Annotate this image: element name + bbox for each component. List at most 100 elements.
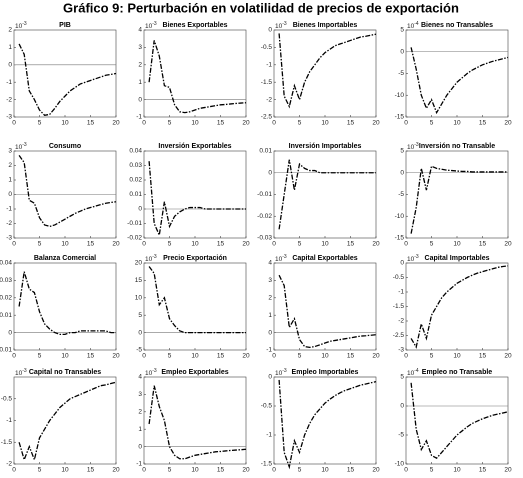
x-tick-label: 15 bbox=[479, 241, 487, 248]
y-tick-label: 5 bbox=[400, 374, 404, 381]
y-tick-label: -15 bbox=[395, 114, 405, 121]
plot-frame bbox=[405, 150, 509, 239]
y-tick-label: 0 bbox=[400, 48, 404, 55]
y-tick-label: -1.5 bbox=[261, 79, 273, 86]
x-tick-label: 15 bbox=[217, 353, 225, 360]
panel-title: Capital no Transables bbox=[29, 369, 101, 376]
scale-base: 10 bbox=[15, 23, 23, 30]
scale-label: 10-3 bbox=[275, 254, 287, 262]
x-tick-label: 10 bbox=[453, 241, 461, 248]
y-tick-label: 0.03 bbox=[0, 277, 12, 284]
y-tick-label: -1 bbox=[136, 114, 142, 121]
plot-frame bbox=[273, 376, 377, 465]
y-tick-label: -5 bbox=[398, 432, 404, 439]
x-tick-label: 20 bbox=[242, 120, 250, 127]
y-tick-label: -3 bbox=[6, 114, 12, 121]
x-tick-label: 20 bbox=[242, 353, 250, 360]
plot-frame bbox=[405, 376, 509, 465]
y-tick-label: -1 bbox=[6, 206, 12, 213]
x-tick-label: 10 bbox=[191, 353, 199, 360]
scale-exp: -3 bbox=[282, 21, 287, 27]
x-tick-label: 0 bbox=[272, 353, 276, 360]
scale-exp: -3 bbox=[152, 368, 157, 374]
y-tick-label: 0 bbox=[400, 260, 404, 267]
x-tick-label: 10 bbox=[61, 120, 69, 127]
scale-base: 10 bbox=[145, 256, 153, 263]
y-tick-label: -0.5 bbox=[393, 274, 405, 281]
y-tick-label: 2 bbox=[138, 62, 142, 69]
y-tick-label: 0 bbox=[268, 329, 272, 336]
y-tick-label: -10 bbox=[395, 92, 405, 99]
panel-title: Bienes no Transables bbox=[421, 22, 493, 29]
y-tick-label: 0 bbox=[400, 403, 404, 410]
x-tick-label: 15 bbox=[87, 241, 95, 248]
scale-base: 10 bbox=[145, 23, 153, 30]
y-tick-label: -10 bbox=[395, 461, 405, 468]
y-tick-label: 15 bbox=[135, 277, 143, 284]
x-tick-label: 10 bbox=[321, 241, 329, 248]
y-tick-label: 10 bbox=[135, 295, 143, 302]
x-tick-label: 5 bbox=[298, 241, 302, 248]
scale-exp: -3 bbox=[152, 21, 157, 27]
x-tick-label: 20 bbox=[504, 353, 512, 360]
x-tick-label: 0 bbox=[404, 241, 408, 248]
x-tick-label: 5 bbox=[168, 467, 172, 474]
x-tick-label: 15 bbox=[87, 120, 95, 127]
scale-exp: -3 bbox=[414, 142, 419, 148]
x-tick-label: 10 bbox=[61, 353, 69, 360]
y-tick-label: 5 bbox=[400, 27, 404, 34]
scale-label: 10-4 bbox=[407, 21, 419, 29]
x-tick-label: 20 bbox=[372, 467, 380, 474]
series-line bbox=[148, 385, 247, 460]
panel-title: Capital Exportables bbox=[292, 255, 357, 262]
scale-label: 10-3 bbox=[15, 368, 27, 376]
y-tick-label: 2 bbox=[8, 162, 12, 169]
y-tick-label: 4 bbox=[268, 260, 272, 267]
series-line bbox=[278, 33, 377, 109]
x-tick-label: 15 bbox=[479, 467, 487, 474]
x-tick-label: 10 bbox=[321, 467, 329, 474]
series-line bbox=[278, 159, 376, 230]
x-tick-label: 0 bbox=[12, 120, 16, 127]
x-tick-label: 5 bbox=[38, 467, 42, 474]
x-tick-label: 0 bbox=[404, 467, 408, 474]
y-tick-label: 0.04 bbox=[129, 148, 142, 155]
x-tick-label: 5 bbox=[430, 467, 434, 474]
scale-exp: -3 bbox=[282, 368, 287, 374]
x-tick-label: 5 bbox=[298, 120, 302, 127]
y-tick-label: 2 bbox=[138, 409, 142, 416]
x-tick-label: 5 bbox=[168, 353, 172, 360]
x-tick-label: 0 bbox=[142, 467, 146, 474]
series-line bbox=[18, 154, 117, 228]
x-tick-label: 20 bbox=[504, 120, 512, 127]
plot-frame bbox=[13, 29, 117, 118]
panel-title: Balanza Comercial bbox=[34, 255, 96, 262]
x-tick-label: 15 bbox=[479, 120, 487, 127]
x-tick-label: 5 bbox=[298, 353, 302, 360]
y-tick-label: 0 bbox=[268, 27, 272, 34]
x-tick-label: 0 bbox=[272, 241, 276, 248]
x-tick-label: 0 bbox=[142, 241, 146, 248]
y-tick-label: -0.01 bbox=[0, 347, 12, 354]
x-tick-label: 15 bbox=[347, 467, 355, 474]
y-tick-label: -0.02 bbox=[127, 235, 142, 242]
plot-frame bbox=[143, 150, 247, 239]
plot-frame bbox=[273, 150, 377, 239]
panel-title: Empleo no Transable bbox=[422, 369, 493, 376]
x-tick-label: 15 bbox=[217, 467, 225, 474]
plot-frame bbox=[13, 376, 117, 465]
y-tick-label: 1 bbox=[8, 44, 12, 51]
y-tick-label: -2 bbox=[6, 461, 12, 468]
scale-base: 10 bbox=[275, 256, 283, 263]
x-tick-label: 10 bbox=[191, 467, 199, 474]
plot-frame bbox=[405, 262, 509, 351]
y-tick-label: -3 bbox=[6, 235, 12, 242]
x-tick-label: 10 bbox=[453, 120, 461, 127]
scale-label: 10-3 bbox=[407, 254, 419, 262]
x-tick-label: 20 bbox=[112, 241, 120, 248]
y-tick-label: -0.5 bbox=[1, 395, 13, 402]
y-tick-label: 3 bbox=[138, 44, 142, 51]
x-tick-label: 5 bbox=[168, 241, 172, 248]
x-tick-label: 0 bbox=[404, 120, 408, 127]
